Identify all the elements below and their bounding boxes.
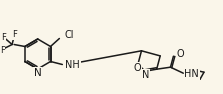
Text: N: N [34, 67, 41, 77]
Text: Cl: Cl [64, 30, 74, 41]
Text: O: O [176, 49, 184, 59]
Text: HN: HN [184, 69, 199, 79]
Text: NH: NH [65, 61, 80, 70]
Text: O: O [133, 63, 141, 73]
Text: N: N [142, 70, 150, 80]
Text: F: F [1, 33, 6, 42]
Text: F: F [13, 30, 17, 39]
Text: F: F [0, 46, 5, 55]
